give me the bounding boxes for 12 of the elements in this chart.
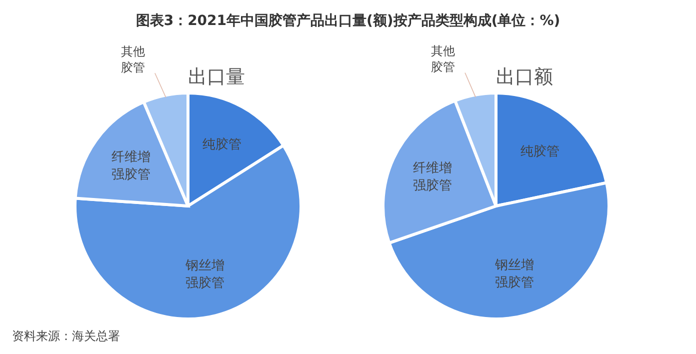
text: 出口量 bbox=[188, 65, 245, 90]
slice-label: 其他胶管 bbox=[431, 44, 456, 74]
text: 出口额 bbox=[496, 65, 553, 90]
text: 资料来源：海关总署 bbox=[12, 328, 120, 345]
slice-label: 钢丝增强胶管 bbox=[494, 258, 534, 290]
slice-label: 纯胶管 bbox=[202, 137, 242, 152]
slice-label: 纯胶管 bbox=[520, 144, 560, 160]
slice-label: 纤维增强胶管 bbox=[412, 160, 452, 194]
slice-label: 纤维增强胶管 bbox=[111, 149, 150, 182]
text: 图表3：2021年中国胶管产品出口量(额)按产品类型构成(单位：%) bbox=[134, 12, 562, 30]
slice-label: 钢丝增强胶管 bbox=[184, 258, 225, 291]
slice-label: 其他胶管 bbox=[120, 44, 145, 75]
